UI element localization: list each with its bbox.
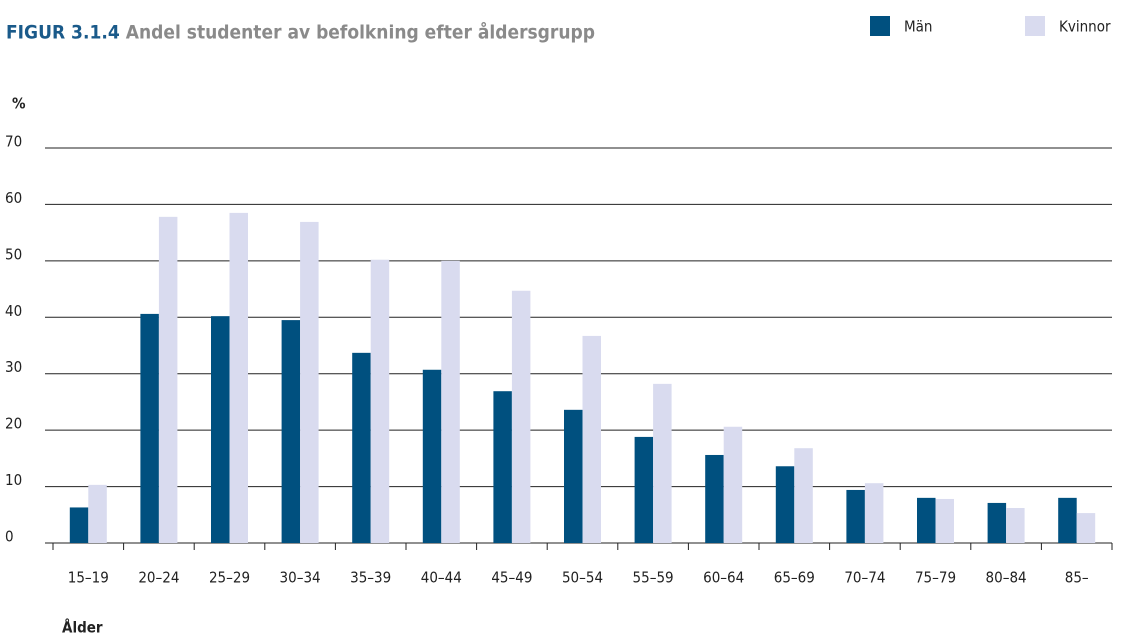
bar xyxy=(794,448,813,543)
bar xyxy=(370,259,390,543)
bar xyxy=(564,409,583,543)
bar xyxy=(1058,497,1077,543)
y-axis-label: % xyxy=(12,95,26,113)
bar xyxy=(653,383,672,543)
bar xyxy=(422,369,442,543)
x-tick-label: 85– xyxy=(1065,569,1089,587)
bar xyxy=(1006,508,1025,543)
y-tick-label: 10 xyxy=(5,471,22,489)
y-tick-label: 20 xyxy=(5,415,22,433)
x-tick-label: 50–54 xyxy=(562,569,603,587)
x-tick-label: 20–24 xyxy=(138,569,179,587)
bar xyxy=(211,316,230,543)
bar xyxy=(88,484,107,543)
bar xyxy=(775,466,795,543)
x-tick-label: 25–29 xyxy=(209,569,250,587)
y-tick-label: 50 xyxy=(5,245,22,263)
legend-label: Kvinnor xyxy=(1059,18,1111,36)
bar xyxy=(493,391,512,543)
bar xyxy=(723,426,743,543)
y-tick-label: 0 xyxy=(5,528,14,546)
bar xyxy=(1076,513,1096,543)
bar xyxy=(582,335,601,543)
bar xyxy=(352,352,371,543)
legend-label: Män xyxy=(904,18,932,36)
bar xyxy=(158,216,178,544)
bar xyxy=(69,507,89,543)
bar xyxy=(935,498,954,543)
bar xyxy=(987,502,1007,543)
y-tick-label: 60 xyxy=(5,189,22,207)
x-tick-label: 65–69 xyxy=(774,569,815,587)
x-tick-label: 45–49 xyxy=(491,569,532,587)
bar xyxy=(846,489,865,543)
y-tick-label: 40 xyxy=(5,302,22,320)
bar xyxy=(917,497,936,543)
bar xyxy=(705,454,724,543)
bar xyxy=(511,290,531,543)
bar xyxy=(441,260,460,543)
x-tick-label: 30–34 xyxy=(280,569,321,587)
y-tick-label: 30 xyxy=(5,358,22,376)
legend-swatch xyxy=(1025,16,1045,36)
y-tick-label: 70 xyxy=(5,133,22,151)
x-tick-label: 55–59 xyxy=(633,569,674,587)
x-axis-label: Ålder xyxy=(62,618,103,637)
chart-title: Andel studenter av befolkning efter ålde… xyxy=(126,20,595,44)
x-tick-label: 80–84 xyxy=(986,569,1027,587)
x-tick-label: 60–64 xyxy=(703,569,744,587)
chart-title-label: FIGUR 3.1.4 xyxy=(6,22,120,44)
bar xyxy=(229,212,248,543)
bar xyxy=(864,483,884,543)
x-tick-label: 40–44 xyxy=(421,569,462,587)
bar xyxy=(140,313,159,543)
x-tick-label: 75–79 xyxy=(915,569,956,587)
bar xyxy=(634,436,654,543)
legend-swatch xyxy=(870,16,890,36)
x-tick-label: 15–19 xyxy=(68,569,109,587)
x-tick-label: 70–74 xyxy=(844,569,885,587)
bar xyxy=(281,320,301,543)
x-tick-label: 35–39 xyxy=(350,569,391,587)
bar xyxy=(300,221,319,543)
